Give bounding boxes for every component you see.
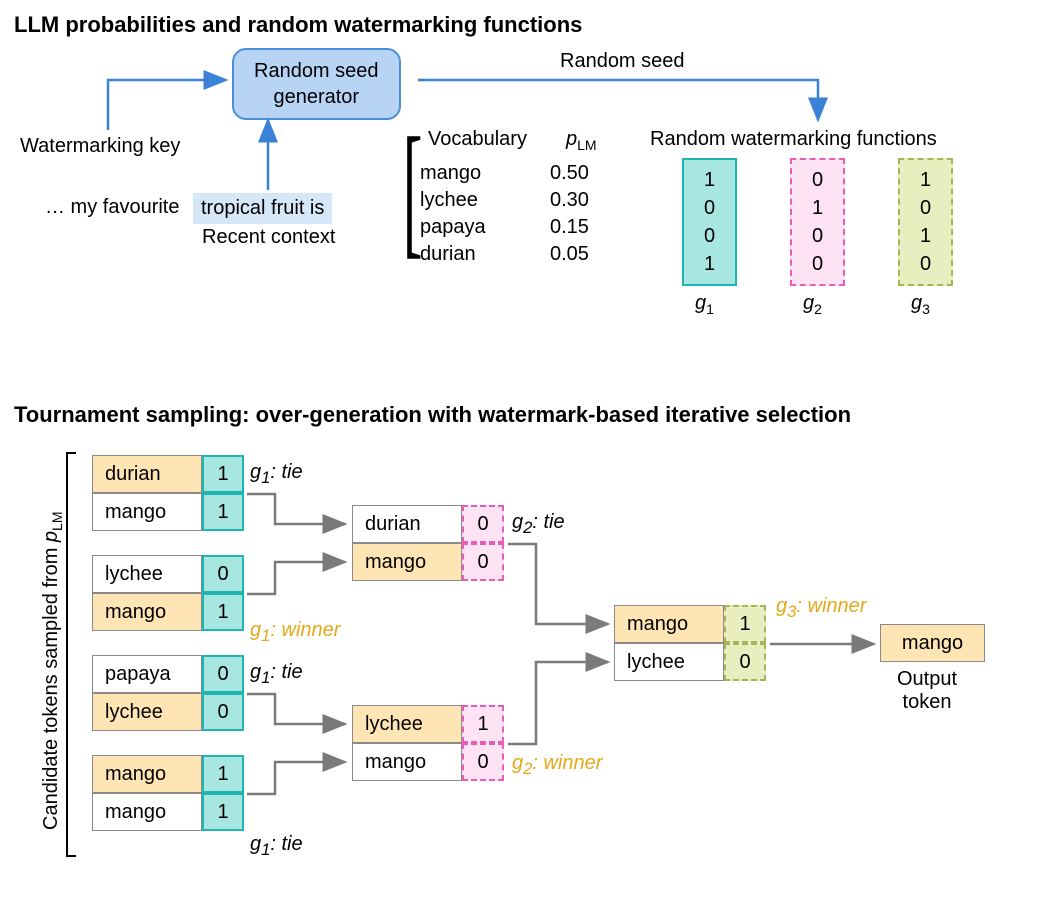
r3-token: lychee	[614, 643, 724, 681]
g3-val: 1	[920, 166, 931, 194]
r1-val: 0	[202, 655, 244, 693]
r1-token: lychee	[92, 555, 202, 593]
seed-generator-box: Random seed generator	[232, 48, 401, 120]
g3-val: 0	[920, 250, 931, 278]
r2-val: 0	[462, 505, 504, 543]
r1-label-tie: g1: tie	[250, 833, 303, 860]
side-label: Candidate tokens sampled from pLM	[40, 511, 65, 830]
output-token: mango	[880, 624, 985, 662]
plm-header: pLM	[566, 128, 597, 153]
side-bracket	[66, 452, 76, 857]
r2-label-win: g2: winner	[512, 752, 602, 779]
r1-val: 0	[202, 693, 244, 731]
g2-label: g2	[803, 292, 822, 317]
g1-val: 0	[704, 222, 715, 250]
section2-title: Tournament sampling: over-generation wit…	[14, 402, 851, 428]
vocab-prob: 0.50	[550, 162, 605, 185]
r2-val: 0	[462, 743, 504, 781]
round2-group2: lychee1 mango0	[352, 705, 504, 781]
r1-token: lychee	[92, 693, 202, 731]
round2-group: durian0 mango0	[352, 505, 504, 581]
vocab-word: lychee	[420, 189, 510, 212]
r3-val: 1	[724, 605, 766, 643]
g1-val: 1	[704, 250, 715, 278]
seed-gen-line2: generator	[254, 84, 379, 110]
r1-token: mango	[92, 493, 202, 531]
vocab-prob: 0.30	[550, 189, 605, 212]
vocab-word: papaya	[420, 216, 510, 239]
g1-label: g1	[695, 292, 714, 317]
g2-val: 0	[812, 250, 823, 278]
r3-label-win: g3: winner	[776, 595, 866, 622]
g2-val: 0	[812, 222, 823, 250]
r2-token: durian	[352, 505, 462, 543]
r2-label-tie: g2: tie	[512, 511, 565, 538]
r3-token: mango	[614, 605, 724, 643]
r2-token: lychee	[352, 705, 462, 743]
section1-title: LLM probabilities and random watermarkin…	[14, 12, 582, 38]
round1-group: durian1 mango1 lychee0 mango1 papaya0 ly…	[92, 455, 244, 831]
r1-val: 1	[202, 455, 244, 493]
g1-function-box: 1 0 0 1	[682, 158, 737, 286]
r1-label-tie: g1: tie	[250, 661, 303, 688]
rwf-header: Random watermarking functions	[650, 128, 937, 151]
vocab-prob: 0.05	[550, 243, 605, 266]
g2-function-box: 0 1 0 0	[790, 158, 845, 286]
r1-val: 1	[202, 755, 244, 793]
seed-gen-line1: Random seed	[254, 58, 379, 84]
r1-token: mango	[92, 593, 202, 631]
round3-group: mango1 lychee0	[614, 605, 766, 681]
context-box: tropical fruit is	[193, 193, 332, 224]
r1-token: papaya	[92, 655, 202, 693]
g3-function-box: 1 0 1 0	[898, 158, 953, 286]
vocab-prob: 0.15	[550, 216, 605, 239]
r1-token: durian	[92, 455, 202, 493]
plm-p: p	[566, 128, 577, 150]
r2-val: 0	[462, 543, 504, 581]
recent-context-label: Recent context	[202, 226, 335, 249]
g3-val: 0	[920, 194, 931, 222]
watermarking-key-label: Watermarking key	[20, 135, 180, 158]
r1-val: 1	[202, 493, 244, 531]
vocab-header: Vocabulary	[428, 128, 527, 151]
vocab-table: mango 0.50 lychee 0.30 papaya 0.15 durian 0.…	[420, 162, 605, 270]
g3-label: g3	[911, 292, 930, 317]
g2-val: 1	[812, 194, 823, 222]
r2-token: mango	[352, 543, 462, 581]
r2-val: 1	[462, 705, 504, 743]
g1-val: 1	[704, 166, 715, 194]
g3-val: 1	[920, 222, 931, 250]
r1-token: mango	[92, 793, 202, 831]
g1-val: 0	[704, 194, 715, 222]
r1-label-tie: g1: tie	[250, 461, 303, 488]
prefix-text: … my favourite	[45, 196, 179, 219]
r1-val: 0	[202, 555, 244, 593]
output-label: Output token	[897, 668, 957, 714]
r1-val: 1	[202, 793, 244, 831]
r1-token: mango	[92, 755, 202, 793]
g2-val: 0	[812, 166, 823, 194]
vocab-word: durian	[420, 243, 510, 266]
r2-token: mango	[352, 743, 462, 781]
r1-label-win: g1: winner	[250, 619, 340, 646]
vocab-word: mango	[420, 162, 510, 185]
r1-val: 1	[202, 593, 244, 631]
plm-sub: LM	[577, 137, 596, 153]
random-seed-label: Random seed	[560, 50, 685, 73]
r3-val: 0	[724, 643, 766, 681]
